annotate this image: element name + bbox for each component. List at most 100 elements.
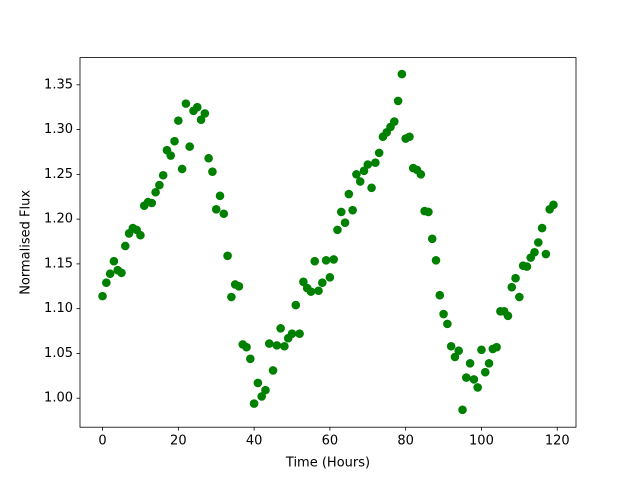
data-point bbox=[109, 256, 119, 266]
data-point bbox=[208, 167, 217, 176]
data-point bbox=[458, 405, 467, 415]
data-point bbox=[204, 153, 213, 163]
data-point bbox=[374, 148, 384, 158]
data-point bbox=[192, 102, 202, 112]
data-point bbox=[477, 345, 486, 355]
data-point bbox=[185, 142, 194, 151]
x-tick-label: 60 bbox=[322, 434, 339, 449]
data-point bbox=[318, 278, 327, 287]
data-point bbox=[200, 109, 210, 118]
data-point bbox=[367, 183, 376, 193]
data-point bbox=[299, 277, 308, 287]
plot-frame bbox=[79, 57, 577, 428]
data-point bbox=[439, 309, 448, 319]
data-point bbox=[98, 291, 107, 301]
data-point bbox=[155, 180, 164, 190]
data-point bbox=[462, 373, 471, 382]
data-point bbox=[511, 273, 520, 283]
data-point bbox=[170, 136, 179, 146]
data-point bbox=[352, 170, 361, 179]
data-point bbox=[174, 116, 183, 125]
data-point bbox=[246, 354, 255, 364]
data-point bbox=[340, 218, 350, 228]
data-point bbox=[348, 205, 357, 215]
data-point bbox=[537, 223, 547, 233]
y-axis-label: Normalised Flux bbox=[19, 190, 34, 295]
data-point bbox=[295, 329, 304, 339]
data-point bbox=[219, 209, 229, 219]
y-tick-label: 1.35 bbox=[44, 77, 73, 92]
data-point bbox=[120, 241, 130, 251]
data-point bbox=[480, 367, 490, 377]
data-point bbox=[397, 69, 407, 79]
x-tick-label: 80 bbox=[397, 434, 414, 449]
data-point bbox=[363, 160, 373, 169]
data-point bbox=[435, 290, 445, 300]
data-point bbox=[166, 151, 176, 160]
data-point bbox=[291, 300, 301, 310]
data-point bbox=[503, 311, 513, 321]
data-point bbox=[390, 117, 399, 126]
data-point bbox=[264, 339, 274, 348]
data-point bbox=[355, 177, 365, 186]
data-point bbox=[465, 358, 475, 368]
data-point bbox=[344, 189, 354, 199]
data-point bbox=[541, 249, 551, 259]
y-tick-label: 1.00 bbox=[44, 391, 73, 406]
data-point bbox=[272, 341, 282, 350]
data-point bbox=[336, 207, 346, 217]
x-axis-label: Time (Hours) bbox=[285, 456, 370, 471]
x-tick-label: 0 bbox=[98, 434, 106, 449]
data-point bbox=[147, 198, 157, 208]
data-point bbox=[181, 99, 191, 108]
data-point bbox=[117, 268, 126, 278]
y-tick-label: 1.15 bbox=[44, 256, 73, 271]
data-point bbox=[105, 269, 115, 279]
x-tick-label: 120 bbox=[545, 434, 570, 449]
data-point bbox=[227, 292, 236, 302]
data-point bbox=[242, 342, 251, 352]
data-point bbox=[151, 187, 160, 197]
data-point bbox=[443, 319, 452, 329]
x-tick-label: 40 bbox=[246, 434, 263, 449]
data-point bbox=[533, 238, 543, 247]
data-point bbox=[223, 251, 232, 261]
data-point bbox=[310, 256, 320, 266]
data-point bbox=[454, 346, 464, 356]
data-point bbox=[234, 281, 244, 291]
data-point bbox=[405, 132, 414, 142]
data-point bbox=[359, 166, 369, 176]
data-point bbox=[484, 358, 494, 368]
data-point bbox=[416, 170, 426, 179]
data-point bbox=[276, 324, 285, 333]
x-tick-label: 100 bbox=[469, 434, 494, 449]
data-point bbox=[196, 115, 206, 125]
data-point bbox=[102, 278, 111, 287]
data-point bbox=[253, 378, 263, 388]
data-point bbox=[280, 341, 289, 351]
data-point bbox=[136, 230, 145, 240]
data-point bbox=[314, 286, 323, 296]
y-tick-label: 1.20 bbox=[44, 212, 73, 227]
data-point bbox=[287, 329, 297, 339]
data-point bbox=[469, 375, 479, 384]
data-point bbox=[492, 342, 501, 352]
y-tick-label: 1.10 bbox=[44, 301, 73, 316]
data-point bbox=[211, 204, 221, 214]
data-point bbox=[158, 170, 168, 180]
y-tick-label: 1.05 bbox=[44, 346, 73, 361]
y-tick-label: 1.25 bbox=[44, 167, 73, 182]
data-point bbox=[261, 385, 270, 395]
data-point bbox=[321, 256, 331, 265]
data-point bbox=[329, 255, 338, 264]
data-point bbox=[393, 96, 403, 106]
data-point bbox=[177, 164, 187, 174]
data-point bbox=[371, 158, 380, 168]
data-point bbox=[306, 287, 316, 296]
data-point bbox=[530, 247, 539, 257]
data-point bbox=[549, 200, 558, 210]
data-point bbox=[257, 392, 266, 401]
data-point bbox=[333, 225, 342, 235]
